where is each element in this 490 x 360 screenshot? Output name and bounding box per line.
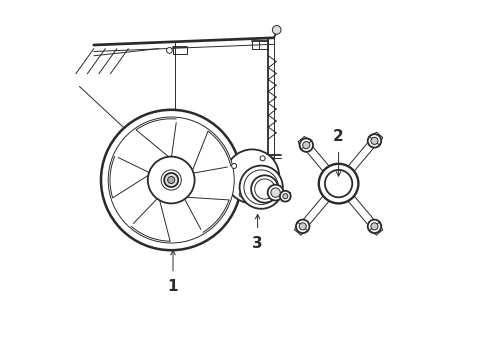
Circle shape bbox=[368, 220, 381, 233]
Circle shape bbox=[299, 223, 306, 230]
Circle shape bbox=[251, 175, 278, 203]
Circle shape bbox=[260, 156, 265, 161]
Circle shape bbox=[168, 176, 175, 184]
Text: 3: 3 bbox=[252, 236, 263, 251]
Circle shape bbox=[255, 179, 275, 199]
Circle shape bbox=[283, 194, 288, 199]
Circle shape bbox=[325, 170, 352, 197]
Circle shape bbox=[164, 173, 178, 187]
Circle shape bbox=[108, 117, 234, 243]
Text: 2: 2 bbox=[333, 129, 344, 144]
Circle shape bbox=[244, 170, 278, 204]
Circle shape bbox=[232, 163, 237, 168]
Circle shape bbox=[225, 149, 279, 203]
Circle shape bbox=[239, 192, 245, 197]
Text: 1: 1 bbox=[168, 279, 178, 294]
Circle shape bbox=[268, 157, 274, 163]
Circle shape bbox=[240, 166, 283, 209]
Circle shape bbox=[303, 141, 310, 149]
Circle shape bbox=[371, 137, 378, 144]
Circle shape bbox=[319, 164, 358, 203]
Circle shape bbox=[268, 184, 273, 189]
Circle shape bbox=[271, 188, 280, 197]
Circle shape bbox=[101, 110, 242, 250]
Circle shape bbox=[148, 157, 195, 203]
Circle shape bbox=[161, 170, 181, 190]
Circle shape bbox=[368, 134, 381, 148]
Circle shape bbox=[268, 185, 284, 201]
Circle shape bbox=[299, 138, 313, 152]
Circle shape bbox=[272, 26, 281, 34]
Circle shape bbox=[167, 48, 172, 53]
Circle shape bbox=[296, 220, 310, 233]
Circle shape bbox=[280, 191, 291, 202]
Circle shape bbox=[371, 223, 378, 230]
